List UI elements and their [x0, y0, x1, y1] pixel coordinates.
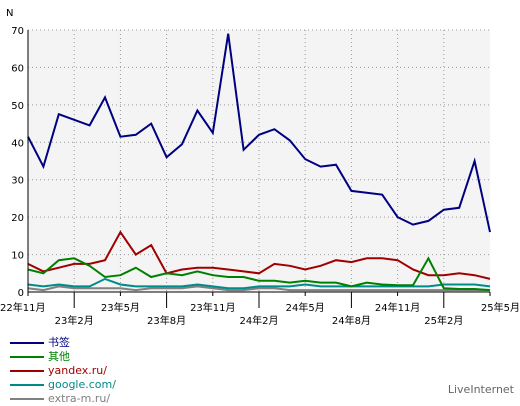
series-line-extra-m.ru/ [27, 285, 490, 292]
grid [28, 29, 490, 292]
y-tick-label: 20 [11, 213, 24, 224]
legend-label: extra-m.ru/ [48, 392, 111, 405]
y-tick-label: 50 [11, 101, 24, 112]
y-tick-label: 40 [11, 138, 24, 149]
line-chart: N 0 10 20 30 40 50 60 70 22年11月 23年2月 23年5月 23年8月 23… [0, 8, 520, 327]
y-tick-label: 30 [11, 176, 24, 187]
brand-label: LiveInternet [447, 383, 514, 396]
tick-labels: 0 10 20 30 40 50 60 70 22年11月 23年2月 23年5月 23年8月 23年1… [0, 26, 520, 327]
legend-label: 书签 [48, 336, 70, 349]
y-tick-label: 70 [11, 26, 24, 37]
series-line-google.com/ [27, 277, 491, 290]
legend: 书签 其他 yandex.ru/ google.com/ extra-m.ru/ [10, 336, 116, 406]
y-axis-label: N [6, 8, 13, 19]
legend-swatch [10, 384, 44, 386]
x-tick-label: 24年11月 [375, 301, 420, 314]
legend-item: extra-m.ru/ [10, 392, 116, 406]
series-line-书签 [27, 33, 491, 233]
x-tick-label: 25年5月 [481, 301, 520, 314]
legend-swatch [10, 398, 44, 400]
x-tick-label: 23年8月 [147, 314, 186, 327]
plot-area [28, 30, 490, 292]
x-tick-label: 24年2月 [239, 314, 278, 327]
x-tick-label: 23年11月 [190, 301, 235, 314]
x-tick-label: 24年8月 [332, 314, 371, 327]
legend-swatch [10, 342, 44, 344]
legend-label: google.com/ [48, 378, 116, 391]
y-tick-label: 60 [11, 63, 24, 74]
y-tick-label: 10 [11, 251, 24, 262]
series-lines [27, 33, 491, 292]
legend-item: google.com/ [10, 378, 116, 392]
x-tick-label: 23年2月 [55, 314, 94, 327]
legend-swatch [10, 370, 44, 372]
y-tick-label: 0 [18, 288, 24, 299]
x-tick-label: 22年11月 [0, 301, 45, 314]
legend-item: 书签 [10, 336, 116, 350]
legend-label: yandex.ru/ [48, 364, 107, 377]
series-line-yandex.ru/ [27, 230, 491, 280]
legend-label: 其他 [48, 350, 70, 363]
legend-item: 其他 [10, 350, 116, 364]
legend-item: yandex.ru/ [10, 364, 116, 378]
x-tick-label: 24年5月 [286, 301, 325, 314]
x-tick-label: 25年2月 [424, 314, 463, 327]
series-line-其他 [27, 256, 491, 292]
legend-swatch [10, 356, 44, 358]
x-tick-label: 23年5月 [101, 301, 140, 314]
